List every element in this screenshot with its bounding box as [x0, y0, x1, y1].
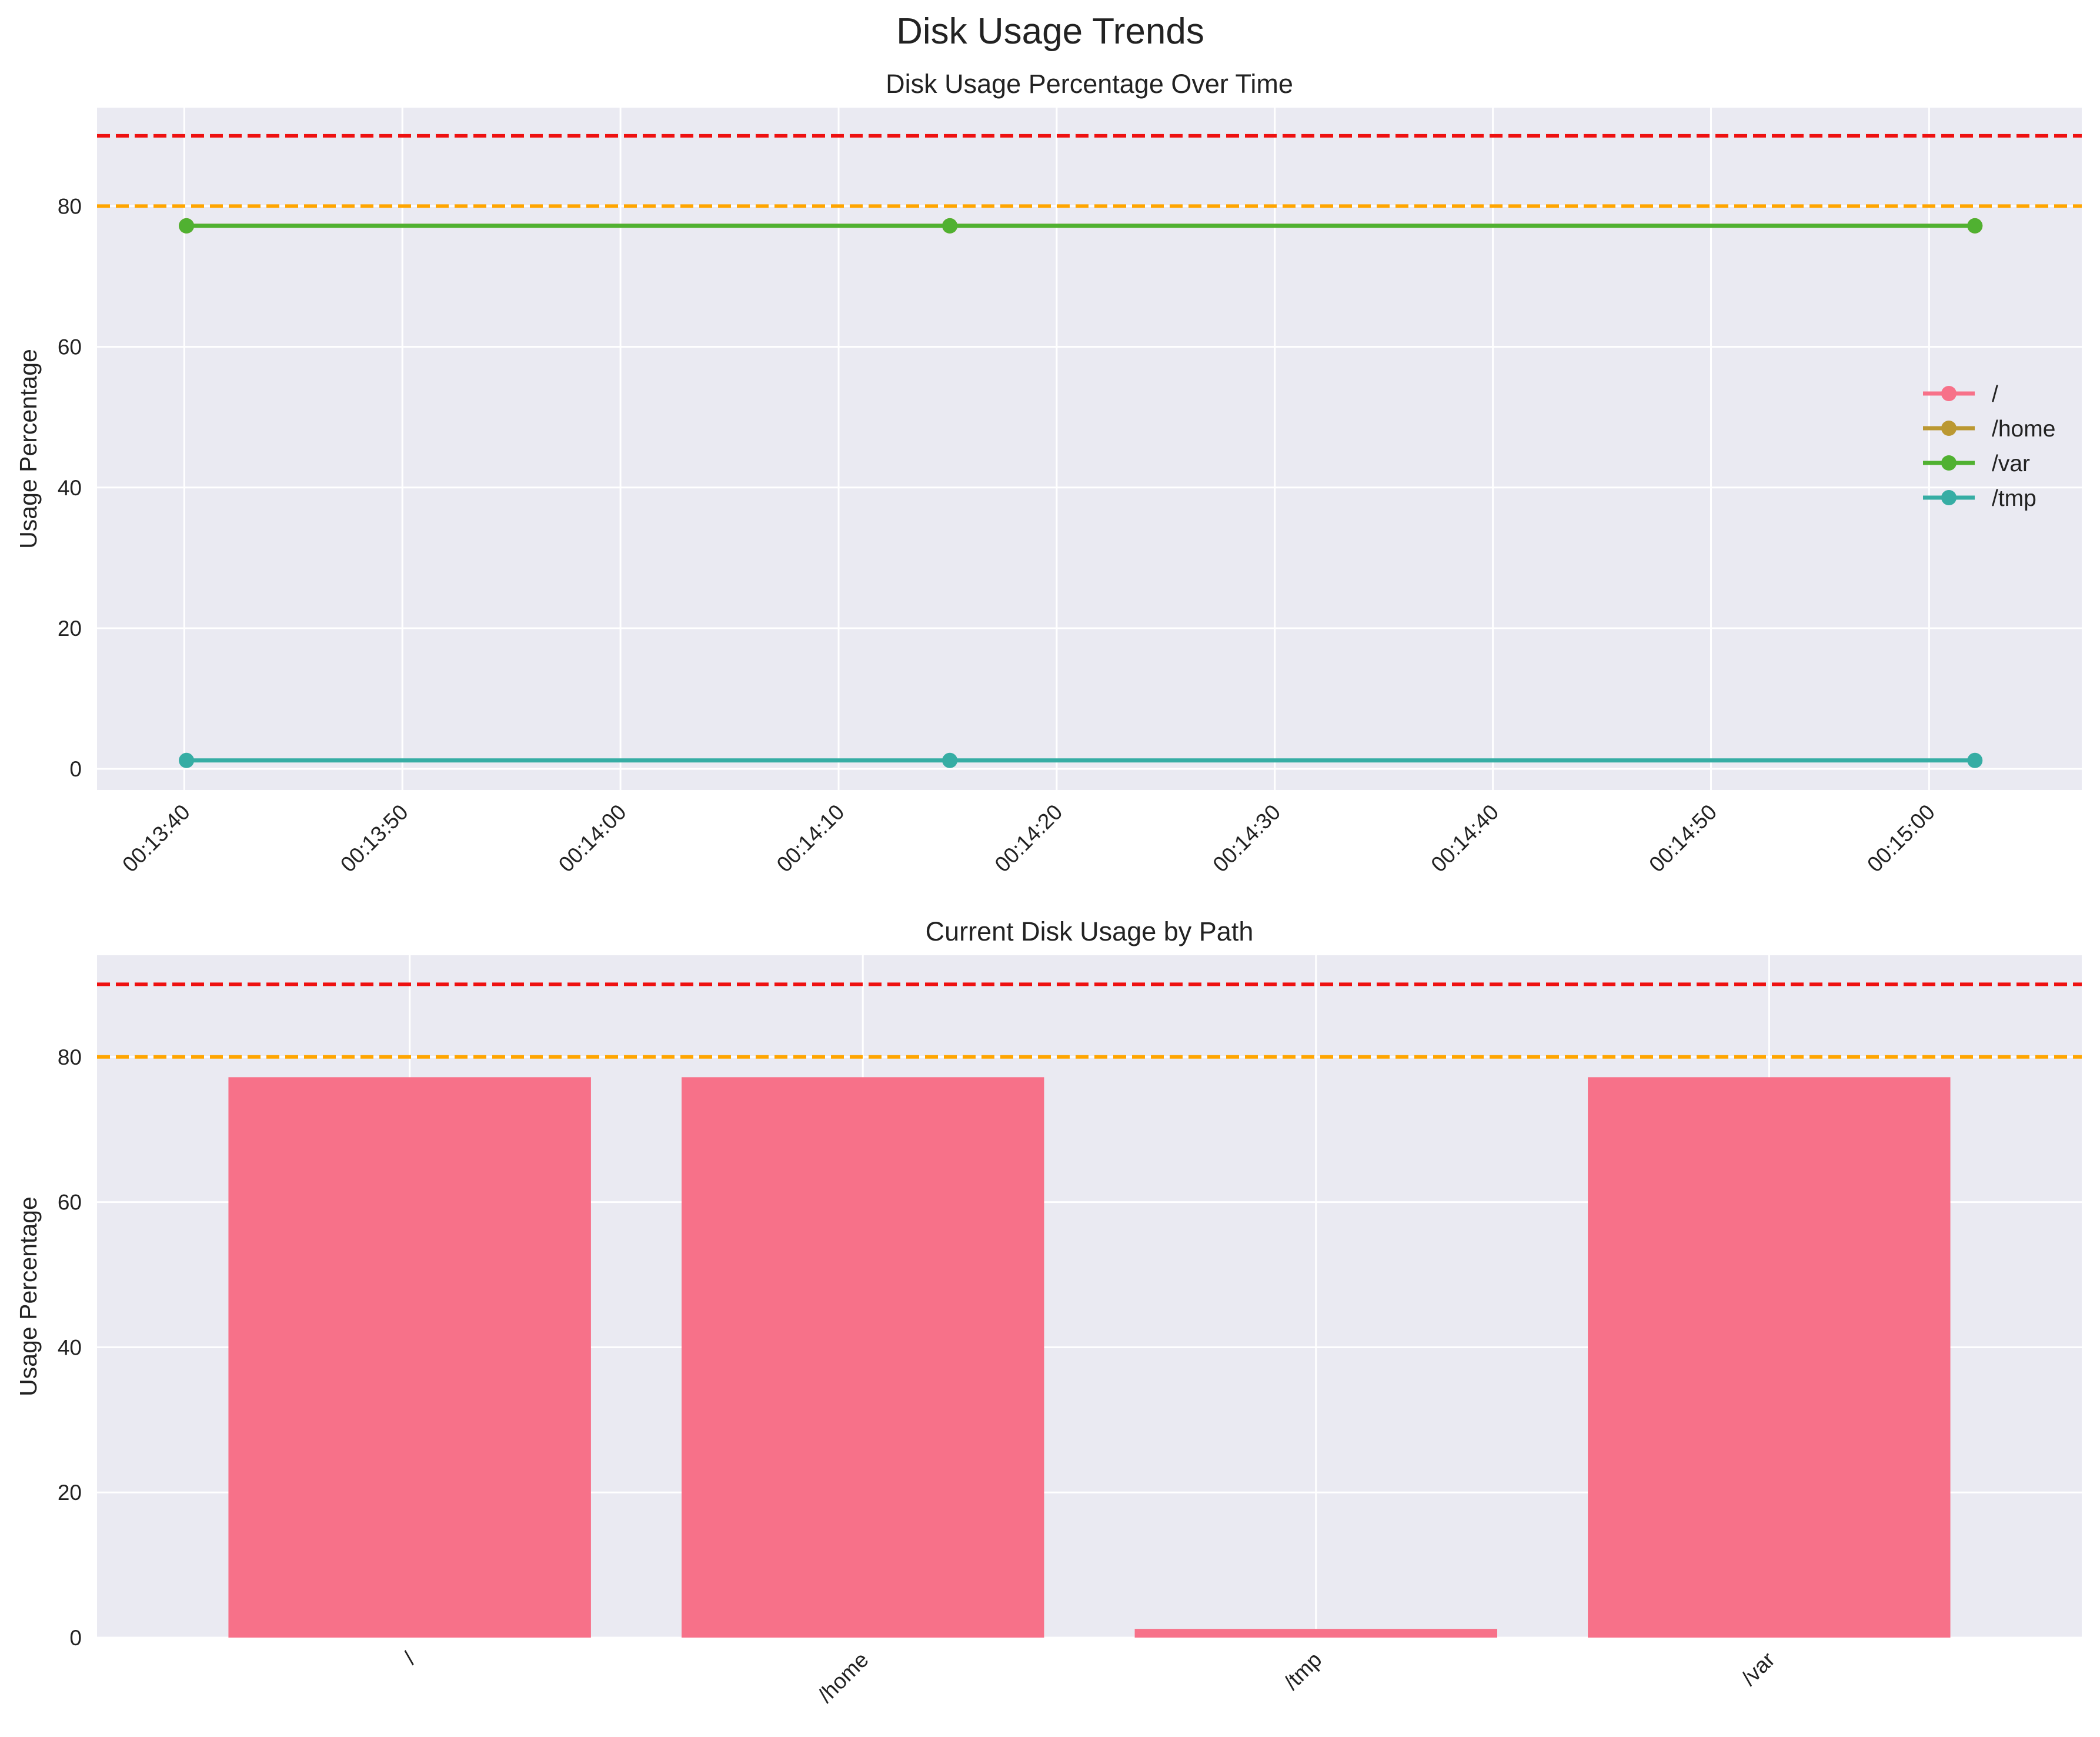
data-point [179, 752, 195, 768]
y-tick-label: 20 [58, 1481, 82, 1505]
line-chart-grid [97, 108, 2082, 790]
y-tick-label: 20 [58, 616, 82, 641]
legend-label: /home [1992, 416, 2055, 442]
y-tick-label: 60 [58, 1191, 82, 1215]
legend-label: / [1992, 382, 1998, 407]
data-point [1967, 218, 1983, 234]
bar-root [228, 1077, 591, 1638]
data-point [1967, 752, 1983, 768]
line-chart-title: Disk Usage Percentage Over Time [886, 69, 1293, 99]
legend-label: /tmp [1992, 486, 2036, 511]
line-chart-legend: / /home/var/tmp [1923, 382, 2055, 511]
data-point [942, 218, 958, 234]
legend-label: /var [1992, 451, 2030, 476]
line-chart-y-ticks: 0 20 40 60 80 [58, 194, 82, 781]
y-tick-label: 80 [58, 1045, 82, 1069]
bar-chart-title: Current Disk Usage by Path [926, 916, 1254, 946]
data-point [179, 218, 195, 234]
bar-tmp [1134, 1629, 1497, 1638]
line-chart-plot-area [97, 108, 2082, 790]
bar-var [1588, 1077, 1951, 1638]
bar-chart-y-ticks: 0 20 40 60 80 [58, 1045, 82, 1650]
legend-entry-tmp: /tmp [1923, 486, 2036, 511]
bar-home [682, 1077, 1044, 1638]
legend-entry-home: /home [1923, 416, 2055, 442]
legend-marker [1941, 421, 1957, 436]
bar-chart-bars [228, 1077, 1951, 1638]
y-tick-label: 40 [58, 476, 82, 500]
series-tmp [179, 752, 1983, 768]
legend-marker [1941, 490, 1957, 505]
bar-chart-y-axis-label: Usage Percentage [15, 1196, 42, 1396]
figure-title: Disk Usage Trends [896, 11, 1204, 52]
y-tick-label: 80 [58, 194, 82, 218]
legend-entry-root: / [1923, 382, 1998, 407]
bar-chart-reference-lines [97, 982, 2082, 1059]
series-var [179, 218, 1983, 234]
data-point [942, 752, 958, 768]
y-tick-label: 0 [69, 757, 82, 781]
legend-entry-var: /var [1923, 451, 2030, 476]
line-chart-reference-lines [97, 134, 2082, 208]
legend-marker [1941, 386, 1957, 401]
legend-marker [1941, 455, 1957, 471]
line-chart-y-axis-label: Usage Percentage [15, 349, 42, 549]
line-chart-series [179, 218, 1983, 768]
y-tick-label: 0 [69, 1626, 82, 1650]
y-tick-label: 40 [58, 1335, 82, 1359]
y-tick-label: 60 [58, 335, 82, 359]
